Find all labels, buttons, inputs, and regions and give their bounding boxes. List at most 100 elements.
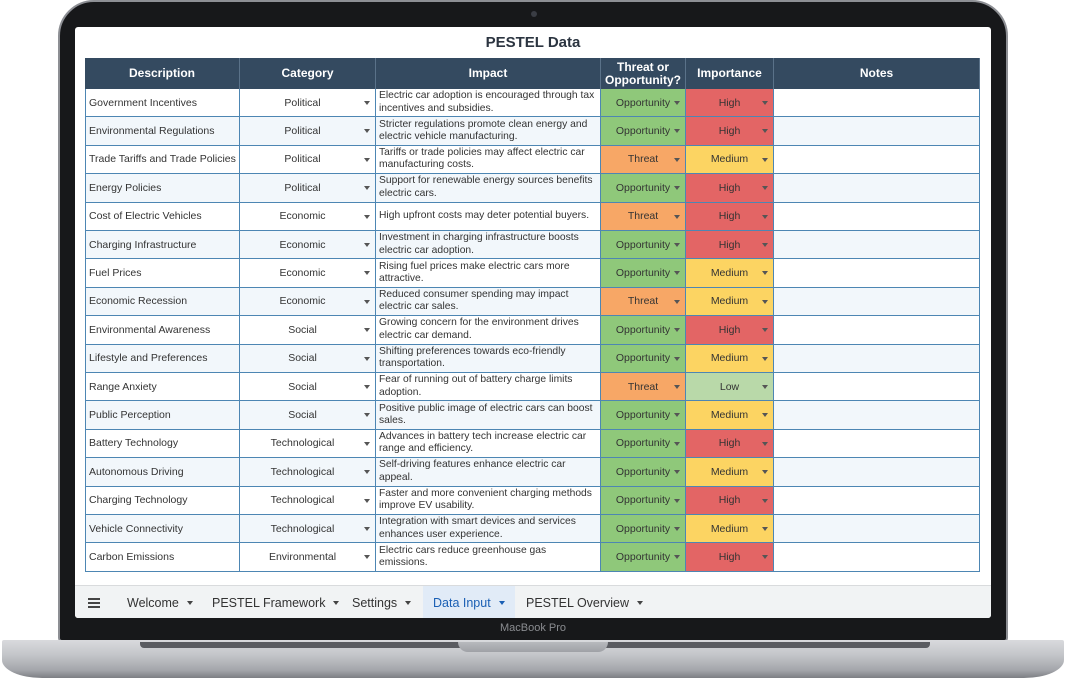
importance-dropdown[interactable]: High — [686, 231, 774, 260]
importance-dropdown[interactable]: High — [686, 89, 774, 118]
table-cell: Cost of Electric Vehicles — [85, 202, 240, 231]
threat-dropdown[interactable]: Opportunity — [601, 316, 686, 345]
category-dropdown[interactable]: Political — [240, 89, 376, 118]
importance-dropdown[interactable]: High — [686, 202, 774, 231]
cell-text: Threat — [627, 210, 659, 223]
threat-dropdown[interactable]: Threat — [601, 373, 686, 402]
table-cell: Reduced consumer spending may impact ele… — [376, 287, 601, 317]
importance-dropdown[interactable]: Medium — [686, 287, 774, 317]
threat-dropdown[interactable]: Opportunity — [601, 231, 686, 260]
importance-dropdown[interactable]: High — [686, 486, 774, 515]
cell-text: Range Anxiety — [89, 380, 157, 393]
notes-cell — [774, 486, 980, 515]
dropdown-arrow — [674, 441, 680, 446]
importance-dropdown[interactable]: Medium — [686, 259, 774, 288]
importance-dropdown[interactable]: Medium — [686, 344, 774, 373]
threat-dropdown[interactable]: Opportunity — [601, 515, 686, 544]
cell-text: Opportunity — [615, 181, 671, 194]
importance-dropdown[interactable]: Medium — [686, 145, 774, 175]
category-dropdown[interactable]: Technological — [240, 486, 376, 515]
threat-dropdown[interactable]: Opportunity — [601, 117, 686, 146]
category-dropdown[interactable]: Social — [240, 373, 376, 402]
threat-dropdown[interactable]: Opportunity — [601, 344, 686, 373]
threat-dropdown[interactable]: Opportunity — [601, 458, 686, 487]
importance-dropdown[interactable]: High — [686, 174, 774, 203]
dropdown-arrow — [364, 356, 370, 361]
cell-text: Medium — [710, 409, 749, 422]
dropdown-arrow — [364, 101, 370, 105]
importance-dropdown[interactable]: High — [686, 117, 774, 146]
threat-dropdown[interactable]: Opportunity — [601, 89, 686, 118]
category-dropdown[interactable]: Economic — [240, 231, 376, 260]
dropdown-arrow — [762, 299, 768, 304]
importance-dropdown[interactable]: Medium — [686, 401, 774, 430]
importance-dropdown[interactable]: Low — [686, 373, 774, 402]
importance-dropdown[interactable]: Medium — [686, 458, 774, 487]
category-dropdown[interactable]: Economic — [240, 287, 376, 317]
dropdown-arrow — [364, 441, 370, 446]
notes-cell — [774, 174, 980, 203]
threat-dropdown[interactable]: Opportunity — [601, 401, 686, 430]
importance-dropdown[interactable]: High — [686, 429, 774, 459]
category-dropdown[interactable]: Environmental — [240, 543, 376, 572]
dropdown-arrow — [674, 214, 680, 219]
notes-cell — [774, 145, 980, 175]
cell-text: Opportunity — [615, 522, 671, 535]
table-cell: Shifting preferences towards eco-friendl… — [376, 344, 601, 373]
sheet-tab[interactable]: Welcome — [117, 586, 203, 618]
cell-text: Reduced consumer spending may impact ele… — [379, 288, 569, 313]
sheet-tab[interactable]: PESTEL Framework — [202, 586, 349, 618]
category-dropdown[interactable]: Economic — [240, 202, 376, 231]
category-dropdown[interactable]: Technological — [240, 429, 376, 459]
notes-cell — [774, 287, 980, 317]
category-dropdown[interactable]: Social — [240, 344, 376, 373]
dropdown-arrow — [674, 157, 680, 162]
threat-dropdown[interactable]: Opportunity — [601, 429, 686, 459]
dropdown-arrow — [762, 186, 768, 191]
threat-dropdown[interactable]: Threat — [601, 145, 686, 175]
cell-text: Stricter regulations promote clean energ… — [379, 118, 588, 143]
category-dropdown[interactable]: Technological — [240, 458, 376, 487]
table-cell: Advances in battery tech increase electr… — [376, 429, 601, 459]
table-cell: Vehicle Connectivity — [85, 515, 240, 544]
category-dropdown[interactable]: Political — [240, 174, 376, 203]
notes-cell — [774, 429, 980, 459]
table-cell: Government Incentives — [85, 89, 240, 118]
tab-label: PESTEL Overview — [526, 595, 630, 610]
table-cell: Rising fuel prices make electric cars mo… — [376, 259, 601, 288]
threat-dropdown[interactable]: Threat — [601, 202, 686, 231]
threat-dropdown[interactable]: Opportunity — [601, 174, 686, 203]
cell-text: Fuel Prices — [89, 267, 142, 280]
category-dropdown[interactable]: Social — [240, 401, 376, 430]
threat-dropdown[interactable]: Threat — [601, 287, 686, 317]
category-dropdown[interactable]: Technological — [240, 515, 376, 544]
importance-dropdown[interactable]: High — [686, 316, 774, 345]
notes-cell — [774, 401, 980, 430]
threat-dropdown[interactable]: Opportunity — [601, 259, 686, 288]
dropdown-arrow — [674, 186, 680, 191]
threat-dropdown[interactable]: Opportunity — [601, 543, 686, 572]
category-dropdown[interactable]: Social — [240, 316, 376, 345]
category-dropdown[interactable]: Economic — [240, 259, 376, 288]
cell-text: Medium — [710, 153, 749, 166]
category-dropdown[interactable]: Political — [240, 145, 376, 175]
importance-dropdown[interactable]: Medium — [686, 515, 774, 544]
sheet-tab[interactable]: PESTEL Overview — [516, 586, 653, 618]
tab-arrow — [498, 600, 505, 605]
cell-text: High — [718, 551, 741, 564]
column-header: Threat or Opportunity? — [601, 58, 686, 89]
sheet-tab[interactable]: Data Input — [423, 586, 515, 618]
cell-text: Opportunity — [615, 465, 671, 478]
table-cell: Stricter regulations promote clean energ… — [376, 117, 601, 146]
sheet-tab[interactable]: Settings — [342, 586, 421, 618]
menu-icon[interactable] — [88, 598, 100, 600]
tab-label: Settings — [352, 595, 398, 610]
cell-text: Technological — [270, 522, 335, 535]
cell-text: Environmental Regulations — [89, 125, 215, 138]
cell-text: High — [718, 494, 741, 507]
cell-text: Technological — [270, 465, 335, 478]
importance-dropdown[interactable]: High — [686, 543, 774, 572]
cell-text: High — [718, 96, 741, 109]
threat-dropdown[interactable]: Opportunity — [601, 486, 686, 515]
category-dropdown[interactable]: Political — [240, 117, 376, 146]
